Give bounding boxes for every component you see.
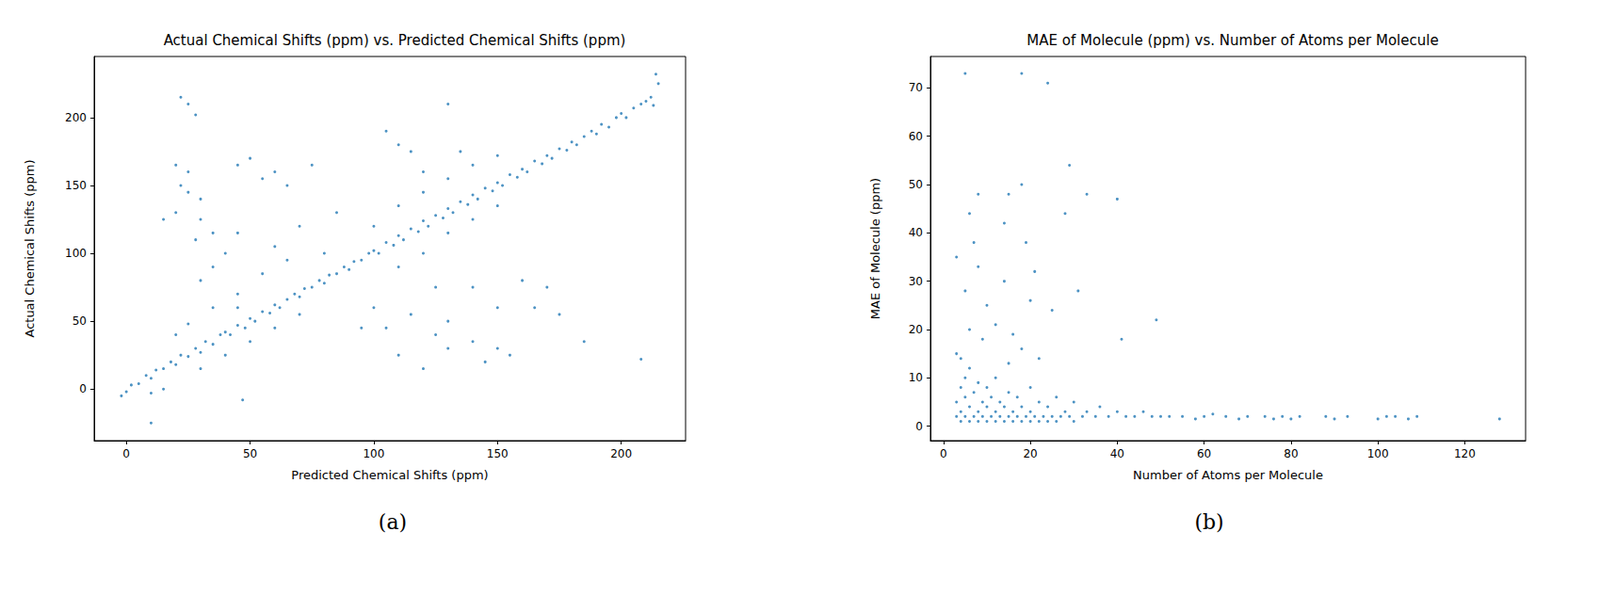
svg-text:Actual Chemical Shifts (ppm): Actual Chemical Shifts (ppm) <box>22 159 37 338</box>
svg-text:100: 100 <box>64 246 87 260</box>
svg-text:200: 200 <box>64 111 87 125</box>
svg-text:50: 50 <box>908 177 923 192</box>
svg-text:0: 0 <box>79 382 87 396</box>
svg-text:20: 20 <box>1022 447 1037 461</box>
svg-text:70: 70 <box>908 80 923 95</box>
svg-text:(b): (b) <box>1194 510 1224 534</box>
svg-text:(a): (a) <box>378 510 407 534</box>
svg-text:MAE of Molecule (ppm): MAE of Molecule (ppm) <box>868 177 883 320</box>
svg-text:Number of Atoms per Molecule: Number of Atoms per Molecule <box>1132 468 1324 483</box>
svg-text:150: 150 <box>64 178 87 193</box>
svg-text:120: 120 <box>1454 447 1476 461</box>
svg-text:MAE of Molecule (ppm) vs. Numb: MAE of Molecule (ppm) vs. Number of Atom… <box>1026 32 1439 49</box>
svg-text:Predicted Chemical Shifts (ppm: Predicted Chemical Shifts (ppm) <box>290 468 488 483</box>
svg-text:60: 60 <box>1196 447 1212 461</box>
svg-text:150: 150 <box>486 447 509 461</box>
svg-text:60: 60 <box>908 129 923 144</box>
svg-text:0: 0 <box>915 420 923 434</box>
svg-text:40: 40 <box>1110 447 1125 461</box>
svg-text:80: 80 <box>1283 447 1298 461</box>
svg-text:40: 40 <box>908 226 923 240</box>
svg-text:100: 100 <box>362 447 385 461</box>
svg-text:0: 0 <box>122 447 130 461</box>
svg-text:20: 20 <box>908 323 923 337</box>
svg-text:100: 100 <box>1367 447 1390 461</box>
svg-text:30: 30 <box>908 274 923 289</box>
svg-text:Actual Chemical Shifts (ppm) v: Actual Chemical Shifts (ppm) vs. Predict… <box>163 32 627 49</box>
svg-text:50: 50 <box>72 314 87 328</box>
svg-text:50: 50 <box>242 447 258 461</box>
svg-text:200: 200 <box>610 447 632 461</box>
svg-text:10: 10 <box>908 371 923 385</box>
svg-text:0: 0 <box>939 447 948 461</box>
